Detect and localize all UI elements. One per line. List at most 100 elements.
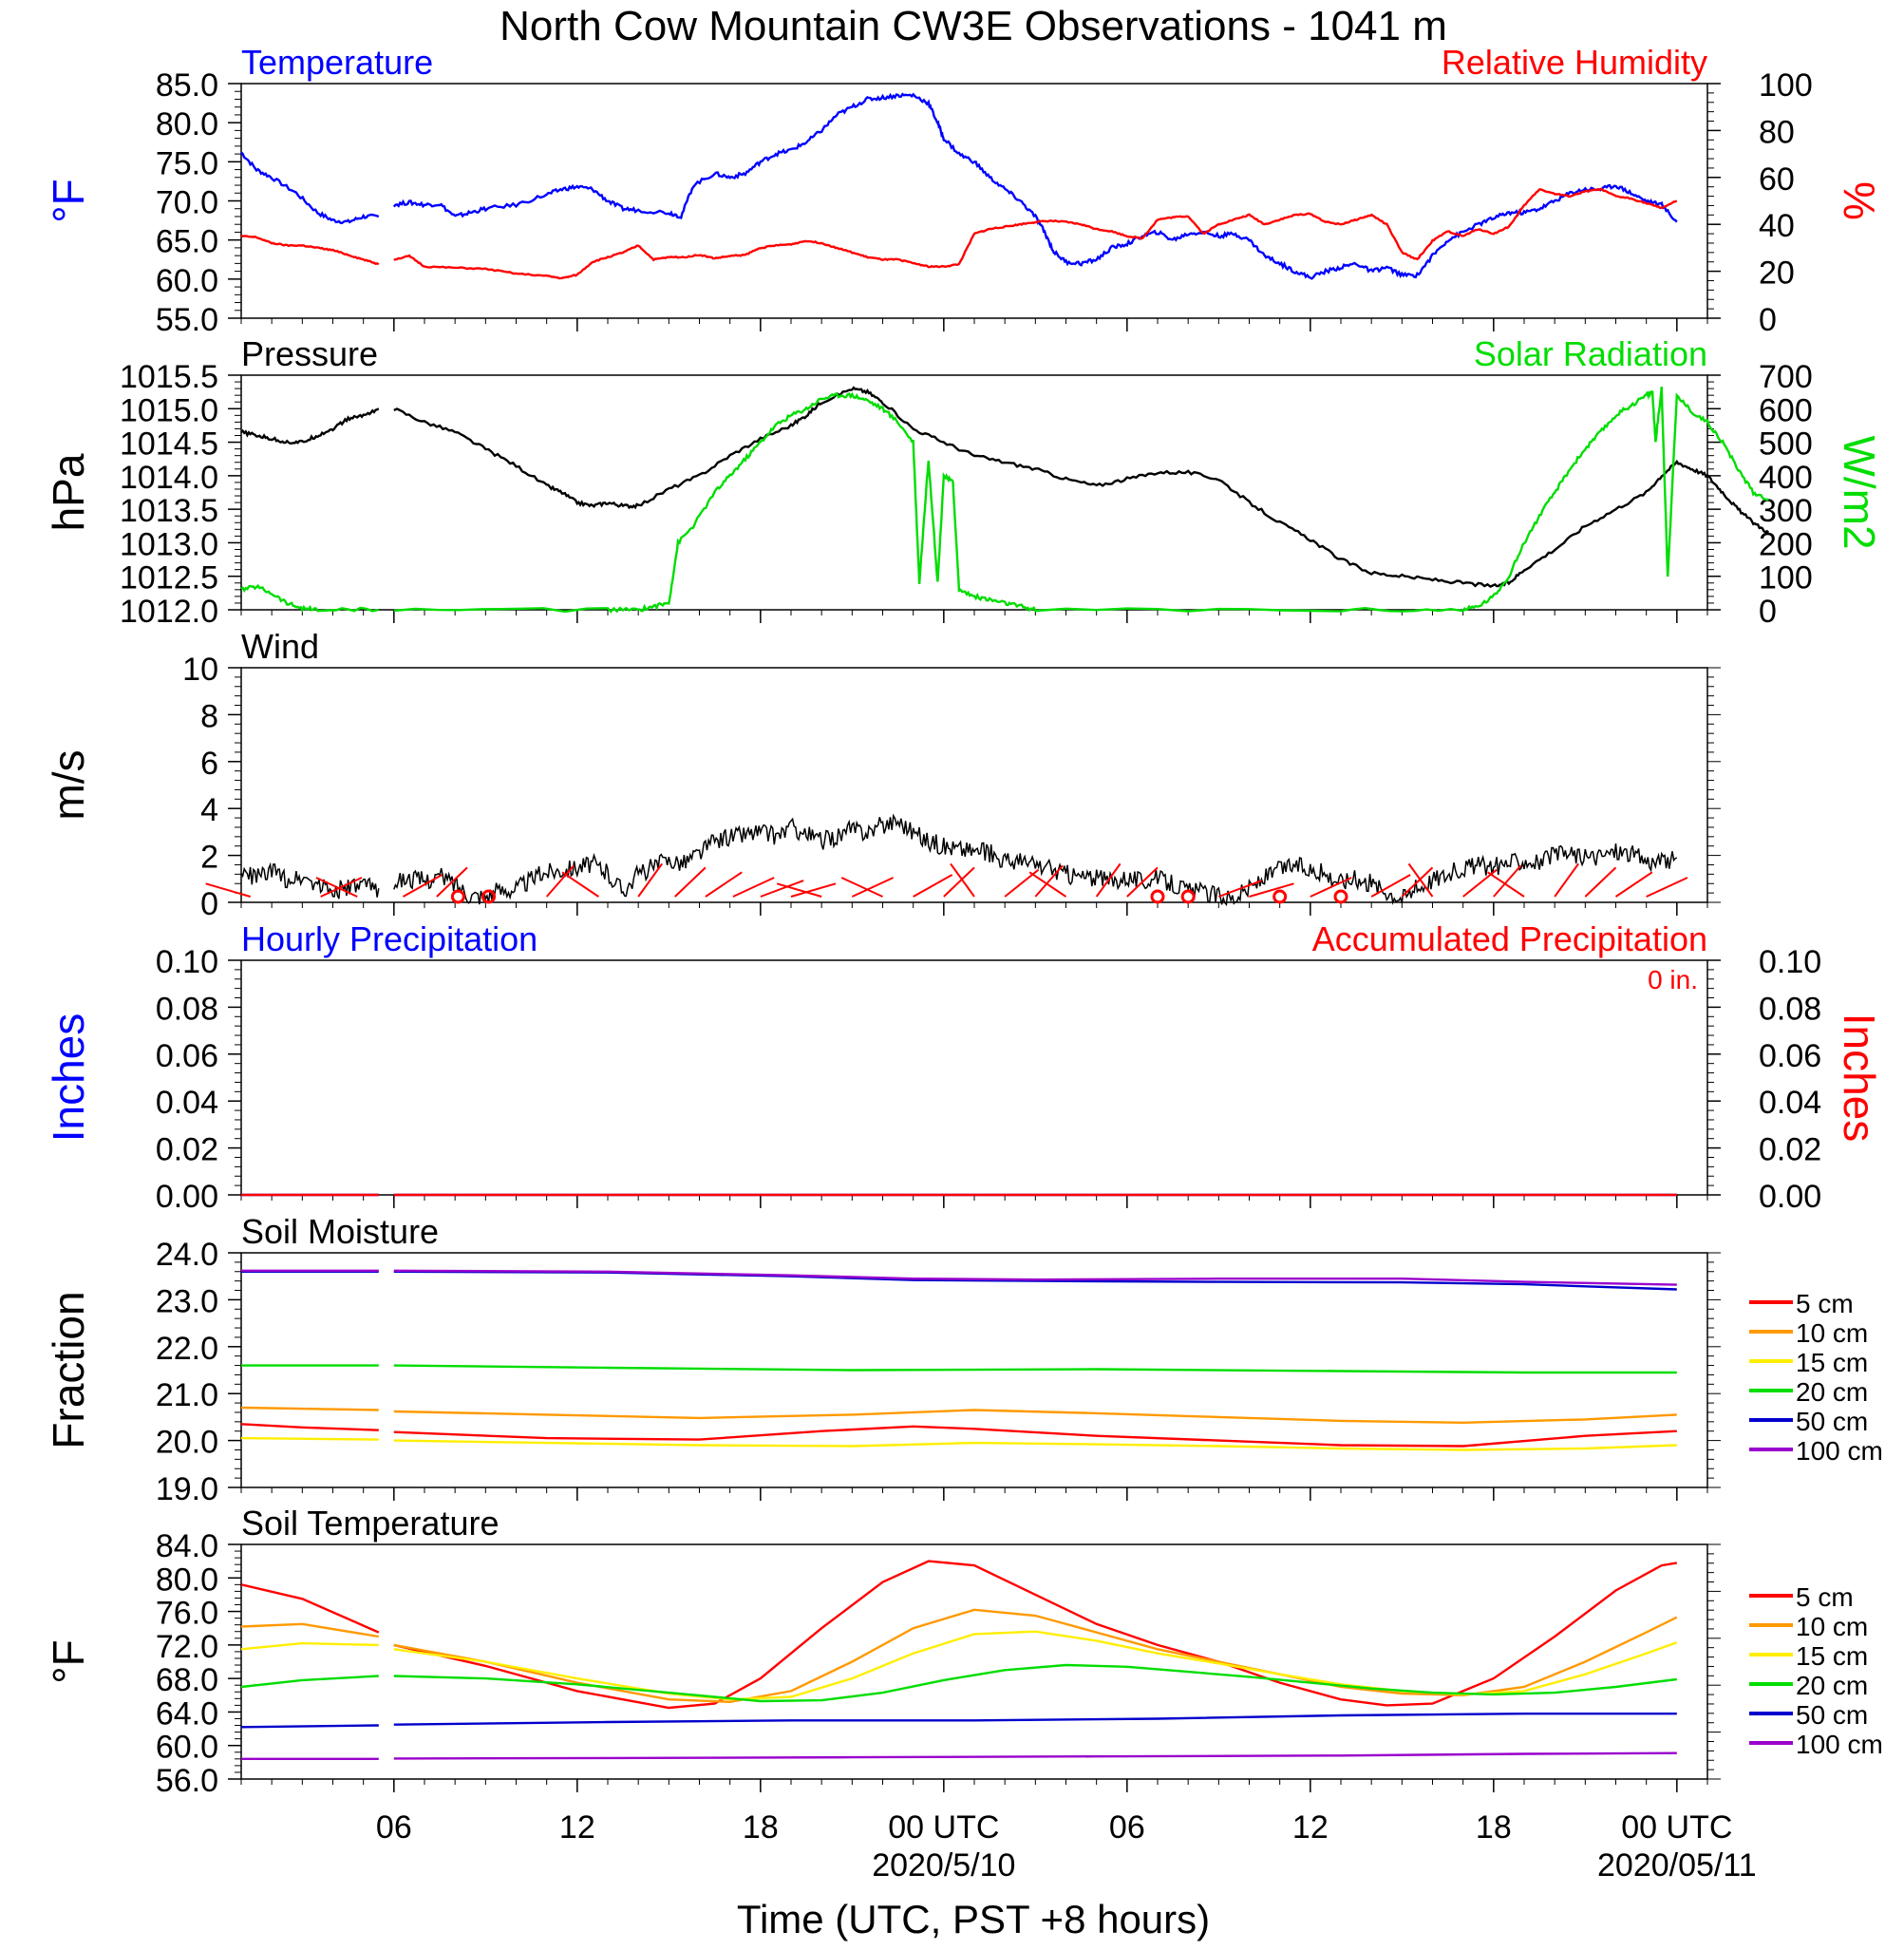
y-tick-label: 0.08 <box>156 991 218 1027</box>
y-right-tick-label: 0.08 <box>1759 991 1821 1027</box>
wind-barb <box>561 871 599 898</box>
y-right-tick-label: 400 <box>1759 460 1813 496</box>
wind-barb <box>840 877 883 898</box>
series-5-cm <box>240 1423 379 1431</box>
y-tick-label: 19.0 <box>156 1471 218 1507</box>
left-axis-title: °F <box>44 179 93 223</box>
wind-barb <box>1034 864 1064 898</box>
series-temperature <box>240 151 380 225</box>
y-right-tick-label: 500 <box>1759 426 1813 463</box>
wind-barb <box>205 882 251 898</box>
left-axis-title: m/s <box>44 749 93 820</box>
y-tick-label: 70.0 <box>156 185 218 221</box>
wind-barb <box>315 877 358 898</box>
y-right-tick-label: 700 <box>1759 359 1813 395</box>
legend-label: 100 cm <box>1796 1436 1883 1466</box>
x-tick-label: 12 <box>1292 1809 1329 1846</box>
panel-left-label: Soil Temperature <box>241 1504 499 1543</box>
legend-label: 20 cm <box>1796 1671 1868 1700</box>
y-right-tick-label: 100 <box>1759 67 1813 104</box>
right-axis-title: Inches <box>1835 1013 1884 1143</box>
y-right-tick-label: 0 <box>1759 594 1777 630</box>
plot-frame <box>240 1543 1708 1780</box>
wind-calm-marker <box>1333 889 1348 904</box>
wind-barb <box>1095 862 1122 898</box>
y-right-tick-label: 600 <box>1759 392 1813 428</box>
series-pressure <box>393 386 1770 588</box>
wind-barb <box>1487 871 1525 898</box>
series-15-cm <box>393 1439 1677 1451</box>
wind-barb <box>1407 862 1434 898</box>
y-tick-label: 1012.5 <box>120 560 218 596</box>
panel-left-label: Hourly Precipitation <box>241 919 537 958</box>
y-tick-label: 55.0 <box>156 302 218 338</box>
x-date-label: 2020/5/10 <box>872 1847 1015 1884</box>
x-tick-label: 18 <box>743 1809 779 1846</box>
panel-right-label: Relative Humidity <box>1442 43 1707 82</box>
y-tick-label: 80.0 <box>156 1562 218 1598</box>
series-15-cm <box>240 1436 379 1441</box>
legend-label: 50 cm <box>1796 1407 1868 1436</box>
y-tick-label: 2 <box>200 840 218 876</box>
x-tick-label: 18 <box>1476 1809 1512 1846</box>
series-100-cm <box>393 1269 1677 1286</box>
wind-barb <box>320 877 363 898</box>
y-tick-label: 80.0 <box>156 106 218 142</box>
wind-barb <box>674 866 707 898</box>
series-pressure <box>240 407 380 445</box>
series-solar-radiation <box>393 386 1769 614</box>
wind-barb <box>943 866 975 898</box>
x-date-label: 2020/05/11 <box>1597 1847 1757 1884</box>
series-10-cm <box>240 1622 379 1638</box>
y-tick-label: 1015.5 <box>120 359 218 395</box>
panel-temp_rh: 55.060.065.070.0 75.080.085.0 0 20 40 60 80 100… <box>44 43 1884 338</box>
y-tick-label: 0.00 <box>156 1179 218 1215</box>
y-tick-label: 1015.0 <box>120 392 218 428</box>
wind-barb <box>1554 862 1579 898</box>
left-axis-title: °F <box>44 1639 93 1684</box>
series-relative-humidity <box>393 187 1678 280</box>
y-tick-label: 60.0 <box>156 263 218 299</box>
series-50-cm <box>240 1724 379 1729</box>
legend-label: 10 cm <box>1796 1318 1868 1348</box>
plot-frame <box>240 83 1708 319</box>
wind-barb <box>545 864 575 898</box>
y-right-tick-label: 0.00 <box>1759 1179 1821 1215</box>
wind-calm-marker <box>450 889 465 904</box>
panel-precip: 0.00 0.02 0.04 0.06 0.08 0.10 0.00 0.02 0.04 0.06… <box>44 919 1884 1215</box>
left-axis-title: Inches <box>44 1013 93 1143</box>
y-tick-label: 1013.0 <box>120 526 218 562</box>
wind-barb <box>1646 877 1688 898</box>
plot-frame <box>240 959 1708 1196</box>
wind-barb <box>913 874 953 898</box>
wind-barb <box>790 882 837 898</box>
y-tick-label: 65.0 <box>156 224 218 260</box>
y-right-tick-label: 0.10 <box>1759 944 1821 980</box>
x-axis-title: Time (UTC, PST +8 hours) <box>737 1897 1210 1941</box>
y-tick-label: 0 <box>200 886 218 922</box>
wind-barb <box>1310 877 1352 898</box>
wind-barb <box>1370 874 1411 898</box>
y-right-tick-label: 20 <box>1759 256 1795 292</box>
wind-barb <box>1401 866 1434 898</box>
panel-wind: 0 2 4 6 8 10 Wind m/s <box>44 627 1721 922</box>
series-wind <box>393 813 1678 907</box>
wind-barb <box>1217 880 1262 898</box>
wind-barb <box>1249 882 1294 898</box>
series-20-cm <box>393 1364 1677 1374</box>
wind-barb <box>776 882 822 898</box>
y-right-tick-label: 100 <box>1759 560 1813 596</box>
panel-left-label: Pressure <box>241 334 378 373</box>
legend-label: 5 cm <box>1796 1582 1854 1612</box>
series-20-cm <box>240 1675 379 1689</box>
accumulated-total: 0 in. <box>1648 965 1698 994</box>
y-tick-label: 20.0 <box>156 1425 218 1461</box>
y-tick-label: 56.0 <box>156 1763 218 1799</box>
wind-barb <box>1493 864 1522 898</box>
right-axis-title: % <box>1835 181 1884 220</box>
series-solar-radiation <box>240 583 380 613</box>
legend-label: 5 cm <box>1796 1289 1854 1318</box>
wind-barb <box>1614 871 1653 898</box>
series-10-cm <box>393 1608 1678 1704</box>
y-right-tick-label: 0 <box>1759 302 1777 338</box>
